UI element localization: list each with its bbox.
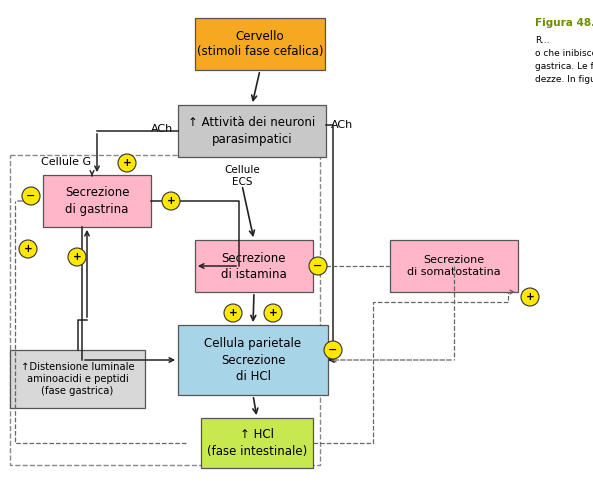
Text: gastrica. Le freco...: gastrica. Le freco...: [535, 62, 593, 71]
Text: +: +: [72, 252, 81, 262]
Text: Secrezione
di istamina: Secrezione di istamina: [221, 251, 287, 280]
Text: Cellule
ECS: Cellule ECS: [224, 165, 260, 186]
Text: Secrezione
di gastrina: Secrezione di gastrina: [65, 186, 129, 215]
Text: R...: R...: [535, 36, 550, 45]
Circle shape: [22, 187, 40, 205]
Circle shape: [118, 154, 136, 172]
Text: o che inibiscono...: o che inibiscono...: [535, 49, 593, 58]
Text: +: +: [229, 308, 237, 318]
Text: +: +: [167, 196, 176, 206]
Circle shape: [521, 288, 539, 306]
FancyBboxPatch shape: [43, 175, 151, 227]
Text: dezze. In figura n...: dezze. In figura n...: [535, 75, 593, 84]
Text: +: +: [24, 244, 33, 254]
FancyBboxPatch shape: [195, 240, 313, 292]
Text: −: −: [313, 261, 323, 271]
Text: +: +: [269, 308, 278, 318]
Circle shape: [162, 192, 180, 210]
FancyBboxPatch shape: [390, 240, 518, 292]
Text: ↑Distensione luminale
aminoacidi e peptidi
(fase gastrica): ↑Distensione luminale aminoacidi e pepti…: [21, 362, 134, 397]
Text: −: −: [329, 345, 337, 355]
FancyBboxPatch shape: [178, 325, 328, 395]
Text: Cervello
(stimoli fase cefalica): Cervello (stimoli fase cefalica): [197, 30, 323, 59]
FancyBboxPatch shape: [178, 105, 326, 157]
Circle shape: [264, 304, 282, 322]
Circle shape: [309, 257, 327, 275]
Text: Cellula parietale
Secrezione
di HCl: Cellula parietale Secrezione di HCl: [205, 338, 302, 382]
Text: ACh: ACh: [331, 120, 353, 130]
Circle shape: [68, 248, 86, 266]
Text: Secrezione
di somatostatina: Secrezione di somatostatina: [407, 255, 501, 277]
FancyBboxPatch shape: [10, 350, 145, 408]
Circle shape: [324, 341, 342, 359]
Text: +: +: [123, 158, 132, 168]
Text: ↑ HCl
(fase intestinale): ↑ HCl (fase intestinale): [207, 429, 307, 458]
FancyBboxPatch shape: [201, 418, 313, 468]
Text: Figura 48.10: Figura 48.10: [535, 18, 593, 28]
Text: Cellule G: Cellule G: [41, 157, 91, 167]
Text: ACh: ACh: [151, 124, 173, 134]
Text: +: +: [525, 292, 534, 302]
Circle shape: [19, 240, 37, 258]
Text: ↑ Attività dei neuroni
parasimpatici: ↑ Attività dei neuroni parasimpatici: [189, 117, 315, 146]
Text: −: −: [26, 191, 36, 201]
FancyBboxPatch shape: [195, 18, 325, 70]
Circle shape: [224, 304, 242, 322]
